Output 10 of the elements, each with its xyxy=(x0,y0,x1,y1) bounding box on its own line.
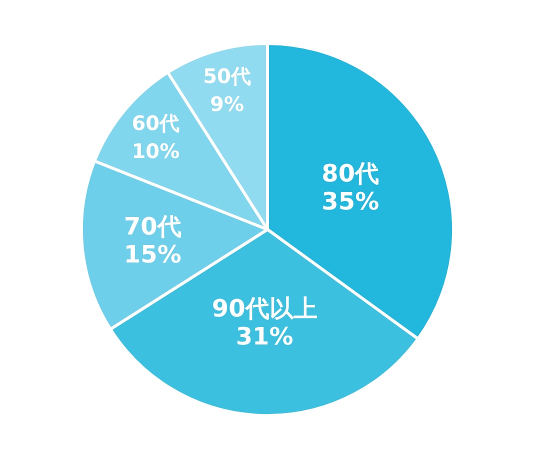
data-label: 31% xyxy=(236,322,294,350)
slice-label: 50代 xyxy=(203,64,251,88)
slice-label: 60代 xyxy=(132,110,180,135)
data-label: 15% xyxy=(124,240,182,268)
slice-label: 80代 xyxy=(322,159,380,188)
data-label: 10% xyxy=(132,138,180,163)
data-label: 9% xyxy=(210,92,244,116)
slice-label: 70代 xyxy=(124,212,182,240)
data-label: 35% xyxy=(322,187,380,216)
slice-label: 90代以上 xyxy=(212,294,318,322)
